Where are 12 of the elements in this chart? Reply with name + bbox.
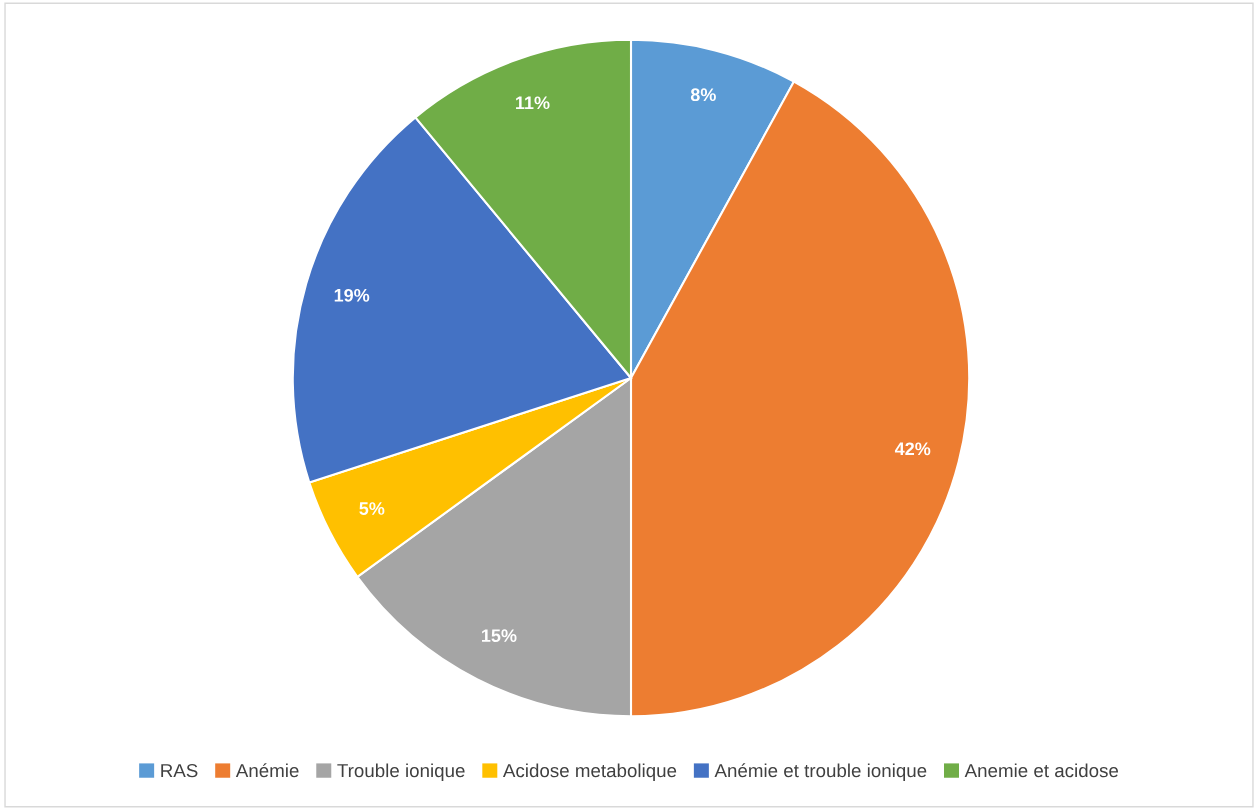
- legend-label: RAS: [161, 763, 198, 778]
- data-label: 19%: [334, 288, 370, 302]
- legend-label: Anémie et trouble ionique: [714, 763, 927, 781]
- legend-label: Anemie et acidose: [964, 763, 1119, 778]
- data-label: 11%: [516, 96, 550, 110]
- legend-label: Trouble ionique: [337, 763, 465, 781]
- data-label: 15%: [482, 629, 517, 643]
- data-label: 42%: [894, 442, 931, 456]
- legend-label: Acidose metabolique: [502, 763, 677, 781]
- data-label: 5%: [359, 502, 385, 515]
- data-label: 8%: [690, 88, 716, 102]
- legend-label: Anémie: [235, 763, 299, 778]
